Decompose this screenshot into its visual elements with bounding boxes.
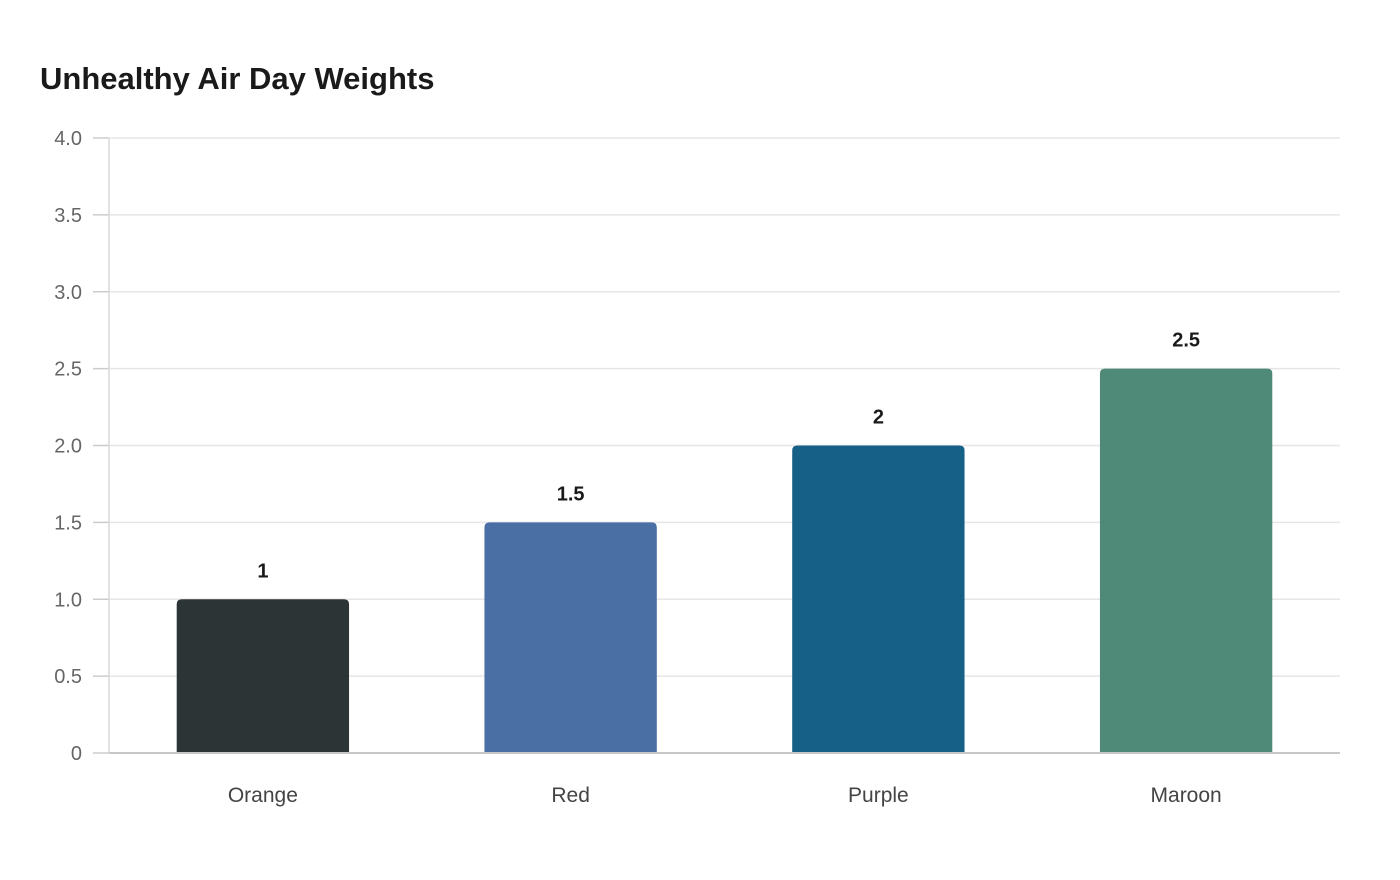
y-axis-ticks: 0 0.5 1.0 1.5 2.0 2.5 3.0 3.5 4.0: [54, 128, 109, 765]
data-label: 2.5: [1172, 330, 1200, 352]
y-tick-label: 3.0: [54, 282, 82, 304]
y-tick-label: 3.5: [54, 205, 82, 227]
x-axis-ticks: Orange Red Purple Maroon: [228, 784, 1222, 807]
x-tick-label: Orange: [228, 784, 298, 807]
bar-purple: [792, 445, 965, 753]
y-tick-label: 4.0: [54, 128, 82, 150]
bar-orange: [176, 599, 350, 753]
data-label: 2: [873, 407, 884, 429]
data-label: 1: [257, 560, 268, 582]
bar-red: [484, 522, 657, 753]
y-tick-label: 2.0: [54, 436, 82, 458]
y-tick-label: 0: [71, 743, 82, 765]
y-tick-label: 1.5: [54, 512, 82, 534]
x-tick-label: Maroon: [1151, 784, 1222, 807]
y-tick-label: 2.5: [54, 359, 82, 381]
x-tick-label: Red: [551, 784, 590, 807]
data-labels: 1 1.5 2 2.5: [257, 330, 1200, 583]
x-tick-label: Purple: [848, 784, 909, 807]
y-tick-label: 1.0: [54, 589, 82, 611]
data-label: 1.5: [557, 483, 585, 505]
y-tick-label: 0.5: [54, 666, 82, 688]
bars: [176, 368, 1273, 753]
bar-maroon: [1099, 368, 1273, 753]
chart-title: Unhealthy Air Day Weights: [40, 61, 435, 96]
